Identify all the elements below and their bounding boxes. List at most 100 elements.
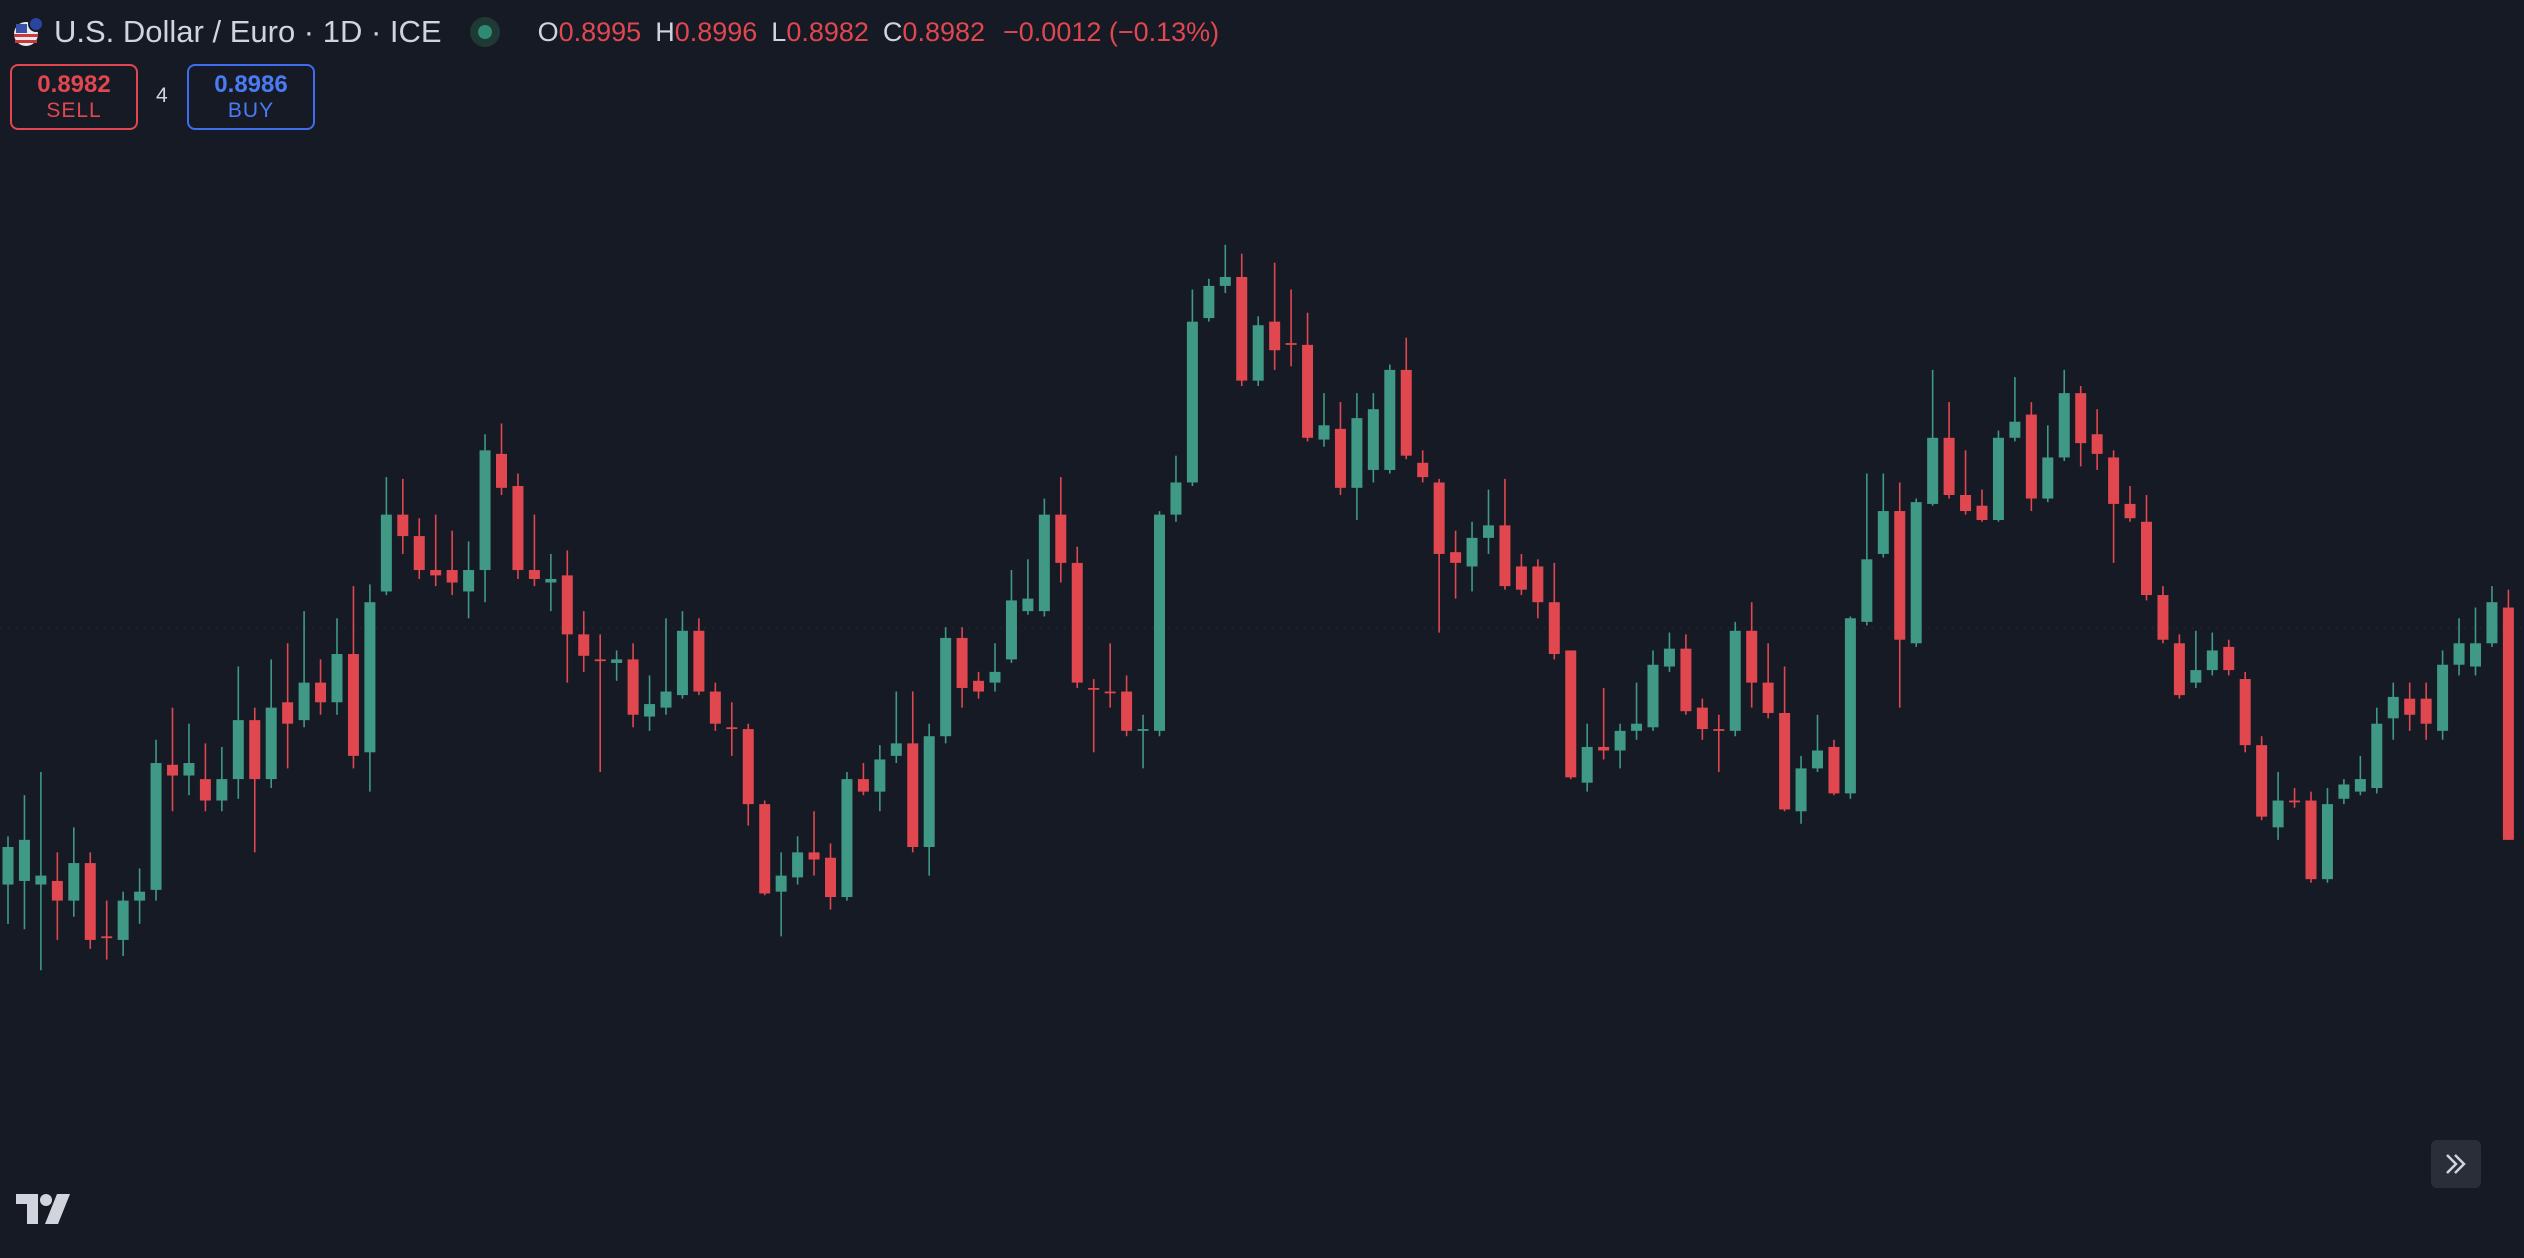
candle-body bbox=[759, 804, 771, 894]
candle-body bbox=[18, 839, 30, 881]
candle-body bbox=[117, 900, 129, 940]
sell-button[interactable]: 0.8982 SELL bbox=[10, 64, 138, 130]
candle-body bbox=[874, 759, 886, 792]
candle-body bbox=[430, 570, 442, 576]
candle-body bbox=[183, 763, 195, 776]
scroll-to-realtime[interactable] bbox=[2431, 1140, 2481, 1188]
market-status[interactable] bbox=[469, 17, 500, 47]
candle-body bbox=[2141, 521, 2152, 596]
candle-body bbox=[1631, 723, 1643, 731]
candle-body bbox=[1088, 687, 1100, 690]
candle-body bbox=[973, 680, 985, 692]
candle-body bbox=[956, 637, 968, 688]
candle-body bbox=[397, 514, 409, 537]
candle-body bbox=[1269, 321, 1281, 351]
candle-body bbox=[2305, 800, 2317, 880]
candle-body bbox=[1302, 344, 1314, 438]
candle-body bbox=[890, 743, 902, 756]
candle-body bbox=[2354, 779, 2366, 792]
candle-body bbox=[1976, 505, 1988, 520]
buy-button[interactable]: 0.8986 BUY bbox=[187, 64, 315, 130]
candle-body bbox=[1861, 559, 1873, 622]
candle-body bbox=[1515, 566, 1527, 590]
flag-icon bbox=[14, 16, 44, 46]
candle-body bbox=[2190, 670, 2202, 683]
candle-body bbox=[1203, 285, 1215, 319]
candle-body bbox=[2338, 784, 2350, 799]
symbol-title[interactable]: U.S. Dollar / Euro · 1D · ICE bbox=[54, 14, 442, 49]
candle-body bbox=[1844, 618, 1856, 794]
candle-body bbox=[101, 936, 113, 939]
candle-body bbox=[2075, 393, 2087, 444]
candle-body bbox=[2387, 696, 2399, 719]
candle-body bbox=[265, 707, 277, 780]
ohlc-key: L bbox=[771, 16, 787, 47]
ohlc-key: O bbox=[537, 16, 559, 47]
candle-body bbox=[1104, 691, 1116, 694]
candle-body bbox=[1499, 525, 1511, 587]
candle-body bbox=[1038, 514, 1050, 612]
change: −0.0012 (−0.13%) bbox=[1003, 16, 1220, 47]
candle-body bbox=[2453, 643, 2465, 665]
candle-body bbox=[1483, 525, 1494, 538]
sell-label: SELL bbox=[46, 98, 102, 122]
candle-body bbox=[1565, 650, 1577, 778]
candle-body bbox=[1005, 600, 1017, 660]
candle-body bbox=[2124, 503, 2136, 519]
logo[interactable] bbox=[16, 1194, 70, 1224]
candle-body bbox=[2321, 804, 2333, 880]
candle-body bbox=[1812, 750, 1823, 769]
candle-body bbox=[611, 659, 623, 663]
candle-body bbox=[857, 779, 869, 792]
candle-body bbox=[2420, 698, 2432, 724]
candle-body bbox=[1762, 682, 1774, 713]
ohlc-value: 0.8996 bbox=[674, 16, 758, 47]
ohlc-value: 0.8982 bbox=[902, 16, 986, 47]
candle-body bbox=[2206, 650, 2218, 671]
candle-body bbox=[726, 727, 738, 730]
candle-body bbox=[2108, 457, 2120, 504]
candle-body bbox=[2272, 800, 2284, 828]
candle-body bbox=[1022, 598, 1034, 612]
candle-body bbox=[35, 875, 47, 885]
buy-label: BUY bbox=[227, 98, 275, 122]
candle-body bbox=[1450, 552, 1462, 563]
candle-body bbox=[2, 847, 14, 885]
candle-body bbox=[413, 536, 425, 571]
candle-body bbox=[496, 453, 507, 488]
candle-body bbox=[380, 514, 392, 592]
candle-body bbox=[989, 671, 1001, 683]
candle-body bbox=[907, 743, 919, 848]
candle-body bbox=[1992, 437, 2004, 520]
candle-body bbox=[1186, 321, 1198, 483]
candle-body bbox=[463, 570, 475, 592]
candle-body bbox=[1598, 746, 1610, 751]
candle-body bbox=[1713, 729, 1725, 731]
candle-body bbox=[1334, 428, 1346, 488]
candle-body bbox=[1828, 746, 1840, 794]
ohlc-value: 0.8995 bbox=[558, 16, 642, 47]
candle-body bbox=[1121, 691, 1133, 731]
candle-body bbox=[51, 880, 63, 901]
candle-body bbox=[1894, 511, 1906, 640]
candle-body bbox=[2404, 698, 2416, 715]
candle-body bbox=[1910, 502, 1922, 644]
buy-price: 0.8986 bbox=[214, 71, 288, 99]
candle-body bbox=[808, 852, 820, 860]
candle-body bbox=[775, 875, 787, 892]
candle-body bbox=[2256, 745, 2268, 817]
candle-body bbox=[545, 578, 557, 583]
candle-body bbox=[446, 570, 458, 583]
candle-body bbox=[1943, 437, 1955, 495]
candle-body bbox=[1367, 409, 1379, 470]
candle-body bbox=[1170, 482, 1182, 515]
candle-body bbox=[825, 857, 836, 898]
candle-body bbox=[1614, 730, 1626, 751]
candle-body bbox=[1729, 630, 1741, 731]
candle-body bbox=[1927, 437, 1939, 504]
candle-body bbox=[1417, 462, 1429, 478]
candle-body bbox=[1548, 602, 1560, 655]
candle-body bbox=[709, 691, 721, 724]
candle-body bbox=[216, 779, 228, 801]
candle-body bbox=[940, 637, 952, 737]
